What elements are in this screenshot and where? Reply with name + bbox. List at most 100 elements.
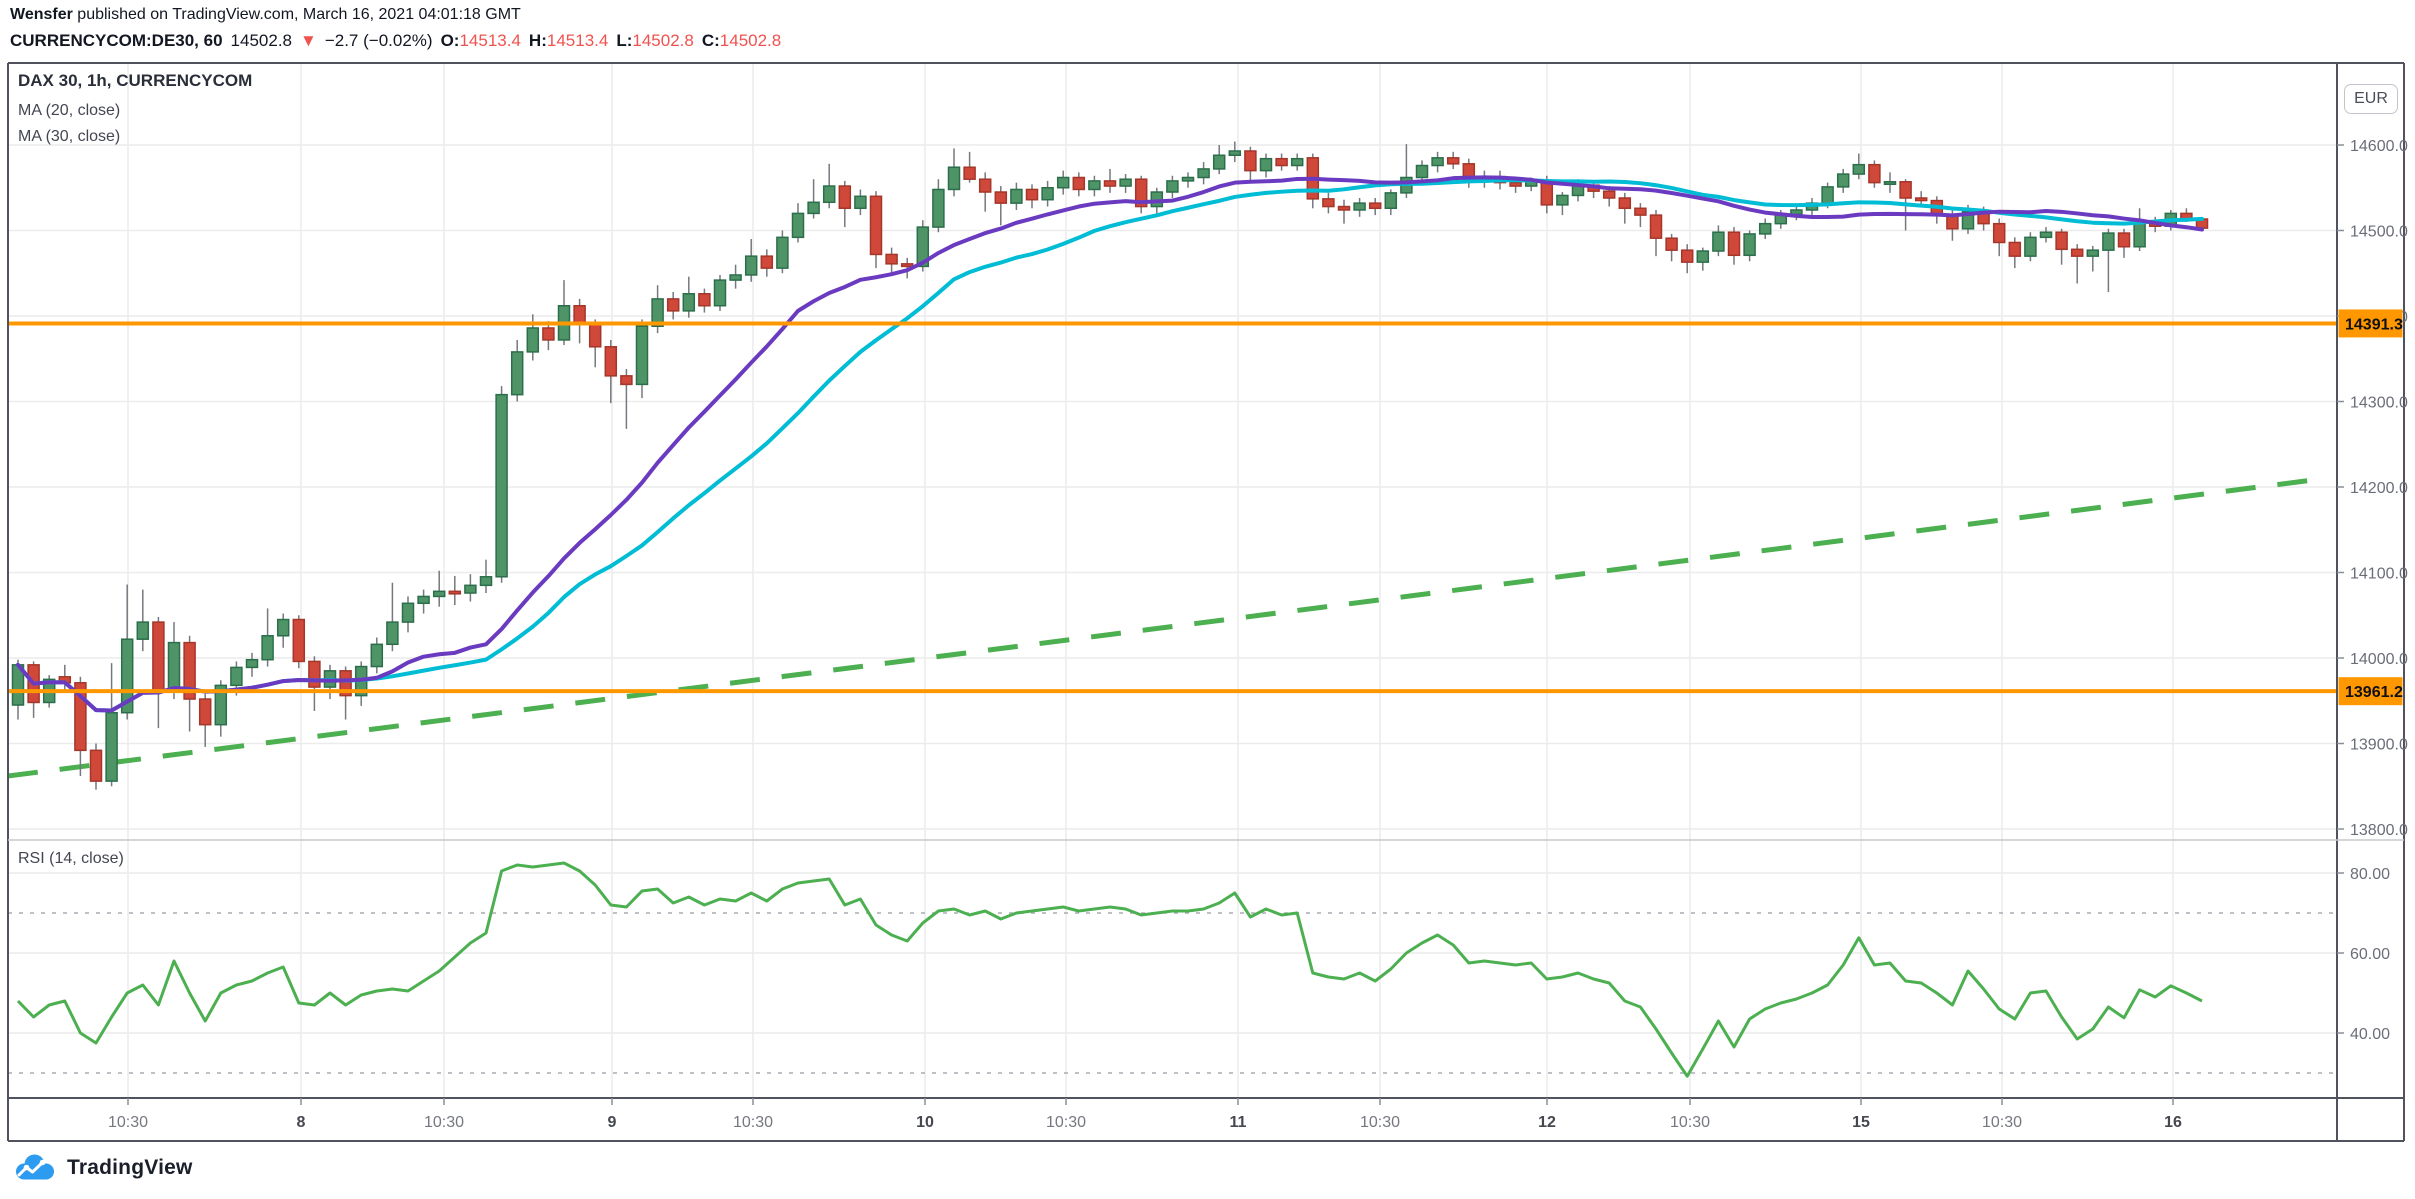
candle-up — [1712, 231, 1725, 252]
legend-ma20: MA (20, close) — [18, 102, 121, 119]
candle-up — [713, 279, 727, 307]
candle-down — [869, 195, 883, 256]
candle-up — [432, 590, 446, 598]
candle-up — [744, 255, 758, 276]
chart-legend: DAX 30, 1h, CURRENCYCOM MA (20, close) M… — [18, 71, 252, 150]
time-axis-label: 11 — [1230, 1114, 1247, 1131]
candle-down — [1634, 207, 1647, 216]
candle-down — [198, 698, 212, 726]
candle-up — [261, 635, 274, 661]
candle-down — [152, 621, 165, 692]
time-axis-label: 15 — [1852, 1114, 1870, 1131]
symbol-status-line: CURRENCYCOM:DE30, 60 14502.8 ▼ −2.7 (−0.… — [10, 31, 781, 51]
svg-text:13961.2: 13961.2 — [2345, 684, 2403, 701]
candle-down — [1103, 180, 1117, 187]
chart-frame — [7, 62, 2405, 1142]
candle-up — [932, 188, 945, 228]
candle-up — [729, 274, 742, 281]
candle-down — [448, 590, 462, 595]
candle-up — [1821, 186, 1834, 204]
candle-down — [1446, 157, 1460, 165]
candle-up — [807, 201, 820, 215]
tradingview-logo[interactable]: TradingView — [12, 1152, 193, 1183]
time-axis-label: 10:30 — [1982, 1114, 2022, 1131]
candle-down — [2008, 241, 2022, 257]
candle-down — [74, 682, 87, 752]
candle-down — [183, 641, 196, 700]
candle-up — [1883, 181, 1897, 186]
candle-down — [838, 185, 852, 210]
rsi-axis-label: 60.00 — [2350, 946, 2390, 963]
candle-down — [1899, 181, 1912, 199]
candle-down — [900, 263, 914, 268]
candle-down — [588, 323, 602, 348]
candle-down — [666, 298, 680, 312]
candle-up — [1041, 187, 1054, 201]
attribution-text: published on TradingView.com, March 16, … — [72, 6, 521, 23]
candle-up — [822, 185, 836, 204]
last-price: 14502.8 — [230, 31, 292, 50]
price-axis-label: 14500.0 — [2350, 224, 2408, 241]
candle-down — [1244, 150, 1257, 172]
candle-up — [1431, 157, 1444, 167]
price-axis: 14600.014500.014400.014300.014200.014100… — [2337, 138, 2408, 1043]
down-arrow-icon: ▼ — [300, 31, 317, 50]
candle-up — [1010, 188, 1023, 204]
price-level-badge: 13961.2 — [2338, 677, 2403, 706]
candle-down — [2117, 232, 2131, 248]
candle-up — [479, 576, 493, 587]
ohlc-open: O:14513.4 — [440, 31, 521, 50]
candle-down — [1649, 214, 1663, 239]
svg-text:14391.3: 14391.3 — [2345, 316, 2403, 333]
candle-down — [2055, 231, 2068, 251]
candle-down — [542, 327, 555, 341]
candle-up — [854, 195, 867, 210]
candle-up — [167, 641, 181, 692]
candle-down — [1337, 205, 1351, 211]
candle-down — [89, 749, 103, 782]
candle-down — [1665, 237, 1678, 251]
candle-up — [136, 621, 150, 640]
candle-up — [1852, 163, 1866, 175]
candle-down — [604, 346, 618, 377]
candle-down — [1368, 202, 1382, 210]
candle-up — [526, 327, 540, 353]
price-axis-label: 14200.0 — [2350, 480, 2408, 497]
candle-up — [1696, 250, 1710, 263]
candle-up — [401, 602, 415, 623]
price-axis-label: 13900.0 — [2350, 737, 2408, 754]
candle-down — [1134, 178, 1148, 208]
trendline — [9, 477, 2313, 779]
candle-down — [1275, 157, 1288, 167]
candle-up — [464, 584, 477, 594]
candle-up — [916, 226, 930, 268]
candle-up — [947, 166, 961, 191]
price-axis-label: 14300.0 — [2350, 395, 2408, 412]
candle-up — [214, 684, 228, 726]
candle-down — [760, 255, 774, 269]
ohlc-high: H:14513.4 — [528, 31, 609, 50]
time-axis-label: 10:30 — [108, 1114, 148, 1131]
candle-up — [510, 351, 524, 396]
price-change: −2.7 (−0.02%) — [324, 31, 433, 50]
time-axis-label: 8 — [297, 1114, 306, 1131]
candle-up — [1743, 233, 1756, 257]
candle-up — [1212, 154, 1226, 170]
time-axis-label: 12 — [1538, 1114, 1556, 1131]
time-axis-label: 10:30 — [1046, 1114, 1086, 1131]
candle-up — [1290, 157, 1304, 167]
price-axis-label: 13800.0 — [2350, 822, 2408, 839]
rsi-pane-label: RSI (14, close) — [18, 850, 124, 867]
candle-up — [1166, 180, 1179, 193]
candle-down — [1072, 176, 1086, 191]
candle-up — [417, 595, 430, 605]
candle-down — [1602, 190, 1616, 199]
candle-down — [1680, 249, 1694, 263]
candle-up — [635, 325, 649, 386]
candle-up — [386, 621, 399, 646]
candle-down — [1509, 181, 1522, 187]
candle-up — [2102, 232, 2115, 251]
legend-ma30: MA (30, close) — [18, 128, 121, 145]
candle-up — [651, 298, 664, 328]
